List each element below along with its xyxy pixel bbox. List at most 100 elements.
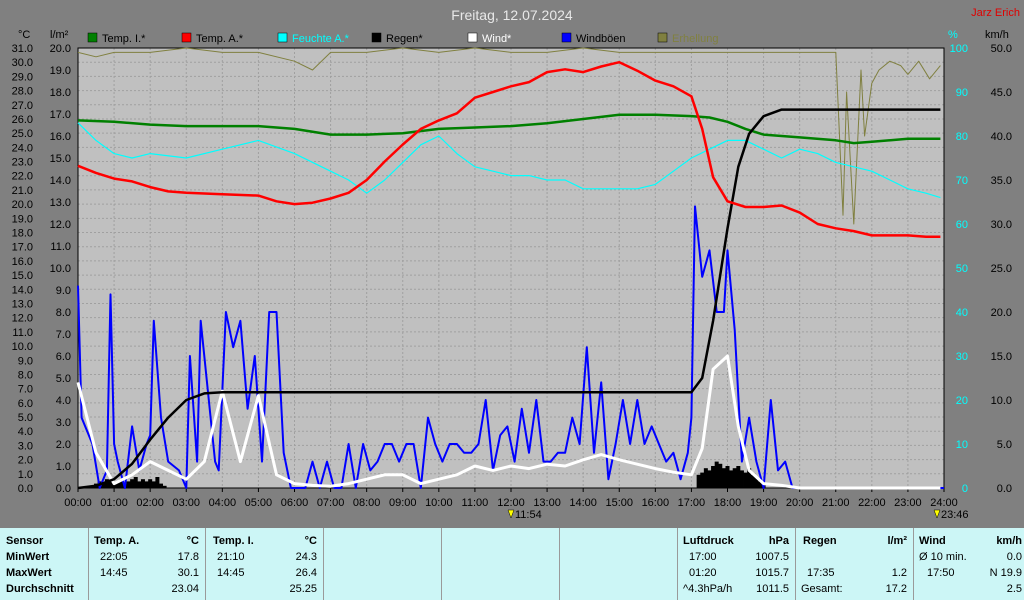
y-tick-label-kmh: 5.0	[997, 439, 1012, 451]
y-tick-label-kmh: 50.0	[991, 43, 1012, 55]
rain-bar	[700, 472, 705, 488]
x-tick-label: 18:00	[714, 497, 742, 509]
wind-avg: 2.5	[1006, 583, 1022, 595]
y-tick-label-l: 19.0	[50, 65, 71, 77]
rain-bar	[130, 479, 135, 488]
unit-rain: l/m²	[50, 29, 69, 41]
rain-bar	[707, 470, 712, 488]
legend-swatch	[181, 32, 192, 43]
x-tick-label: 16:00	[642, 497, 670, 509]
y-tick-label-c: 13.0	[12, 298, 33, 310]
x-tick-label: 08:00	[353, 497, 381, 509]
rain-bar	[126, 481, 131, 488]
rain-total-line	[77, 108, 941, 490]
label-sensor: Sensor	[6, 535, 44, 547]
x-axis-tick-labels: 00:00 01:00 02:00 03:00 04:00 05:00 06:00 07:00…	[64, 497, 958, 509]
y-tick-label-c: 3.0	[18, 440, 33, 452]
temp-a-unit: °C	[186, 535, 199, 547]
wind-avg10-label: Ø 10 min.	[919, 551, 967, 563]
gust-line	[77, 205, 944, 489]
legend-swatch	[87, 32, 98, 43]
rain-bar	[725, 466, 730, 488]
y-tick-label-c: 1.0	[18, 469, 33, 481]
chart-title: Freitag, 12.07.2024	[451, 7, 573, 23]
legend: Temp. I.* Temp. A.* Feuchte A.* Regen* Wind*…	[87, 32, 718, 45]
y-tick-label-l: 16.0	[50, 131, 71, 143]
rain-bar	[696, 474, 701, 488]
rain-bar	[739, 470, 744, 488]
unit-celsius: °C	[18, 29, 30, 41]
x-tick-label: 01:00	[100, 497, 128, 509]
y-tick-label-pct: 90	[956, 87, 968, 99]
pressure-max: 1015.7	[755, 567, 789, 579]
rain-total: 17.2	[885, 583, 907, 595]
pressure-block: Luftdruck hPa 17:00 1007.5 01:20 1015.7 …	[677, 528, 796, 600]
label-avg: Durchschnitt	[6, 583, 74, 595]
temp-a-avg: 23.04	[171, 583, 199, 595]
pressure-min: 1007.5	[755, 551, 789, 563]
rain-bar	[711, 466, 716, 488]
y-tick-label-l: 6.0	[56, 351, 71, 363]
temp-a-max: 30.1	[177, 567, 199, 579]
pressure-min-time: 17:00	[689, 551, 717, 563]
temp-i-min-time: 21:10	[217, 551, 245, 563]
rain-bar	[144, 481, 149, 488]
rain-bar	[729, 470, 734, 488]
rain-bar	[714, 461, 719, 488]
y-tick-label-kmh: 25.0	[991, 263, 1012, 275]
y-tick-label-kmh: 30.0	[991, 219, 1012, 231]
moon-marker-icon	[933, 509, 941, 519]
x-tick-label: 23:00	[894, 497, 922, 509]
y-tick-label-l: 5.0	[56, 373, 71, 385]
legend-swatch	[561, 32, 572, 43]
x-tick-label: 07:00	[317, 497, 345, 509]
rain-bar	[155, 477, 160, 488]
x-tick-label: 15:00	[605, 497, 633, 509]
temp-a-header: Temp. A.	[94, 535, 140, 547]
rain-total-label: Gesamt:	[801, 583, 843, 595]
y-tick-label-l: 4.0	[56, 395, 71, 407]
x-tick-label: 03:00	[172, 497, 200, 509]
row-labels-block: Sensor MinWert MaxWert Durchschnitt	[0, 528, 89, 600]
rain-bar	[133, 477, 138, 488]
x-tick-label: 00:00	[64, 497, 92, 509]
rain-bar	[101, 483, 106, 488]
y-tick-label-kmh: 15.0	[991, 351, 1012, 363]
rain-bar	[137, 481, 142, 488]
y-tick-label-c: 7.0	[18, 384, 33, 396]
rain-bar	[108, 481, 113, 488]
legend-label: Wind*	[482, 33, 512, 45]
y-tick-label-c: 31.0	[12, 43, 33, 55]
rain-bar	[721, 468, 726, 488]
temp-a-block: Temp. A. °C 22:05 17.8 14:45 30.1 23.04	[88, 528, 206, 600]
y-tick-label-c: 25.0	[12, 128, 33, 140]
y-tick-label-l: 15.0	[50, 153, 71, 165]
unit-kmh: km/h	[985, 29, 1009, 41]
humidity-line	[77, 122, 941, 199]
y-tick-label-l: 17.0	[50, 109, 71, 121]
wind-line	[76, 354, 941, 490]
y-tick-label-kmh: 35.0	[991, 175, 1012, 187]
legend-label: Regen*	[386, 33, 423, 45]
temp-a-max-time: 14:45	[100, 567, 128, 579]
unit-percent: %	[948, 29, 958, 41]
y-tick-label-l: 7.0	[56, 329, 71, 341]
legend-swatch	[657, 32, 668, 43]
x-tick-label: 20:00	[786, 497, 814, 509]
y-tick-label-l: 14.0	[50, 175, 71, 187]
y-tick-label-l: 3.0	[56, 417, 71, 429]
rain-bar	[162, 485, 167, 488]
y-tick-label-l: 2.0	[56, 439, 71, 451]
y-tick-label-pct: 30	[956, 351, 968, 363]
y-tick-label-c: 16.0	[12, 256, 33, 268]
rain-bar	[732, 468, 737, 488]
x-tick-label: 06:00	[281, 497, 309, 509]
legend-label: Windböen	[576, 33, 626, 45]
x-tick-label: 11:00	[462, 497, 489, 509]
pressure-header: Luftdruck	[683, 535, 734, 547]
x-tick-label: 05:00	[245, 497, 273, 509]
rain-block: Regen l/m² 17:35 1.2 Gesamt: 17.2	[795, 528, 914, 600]
y-tick-label-l: 12.0	[50, 219, 71, 231]
y-tick-label-c: 11.0	[12, 327, 33, 339]
temp-a-min: 17.8	[177, 551, 199, 563]
